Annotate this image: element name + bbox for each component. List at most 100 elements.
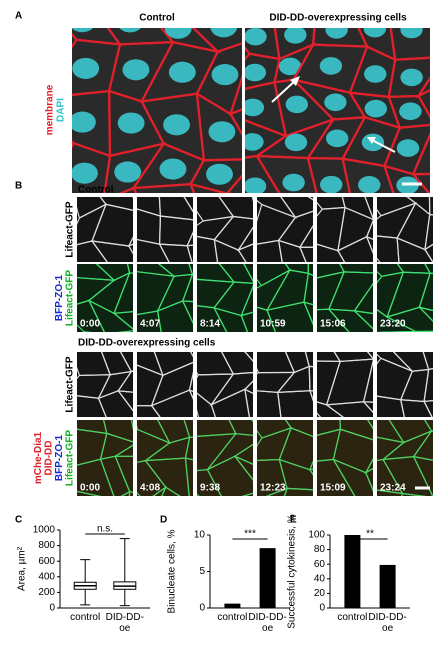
x-tick-label: DID-DD-oe (368, 612, 407, 634)
cell (228, 420, 253, 436)
nucleus (361, 133, 385, 152)
cell (254, 154, 318, 193)
nucleus (211, 64, 239, 86)
time-stamp: 23:24 (380, 483, 406, 494)
condition-title: DID-DD-overexpressing cells (78, 338, 216, 349)
cell (337, 497, 376, 526)
cell (415, 76, 430, 99)
y-axis-label: Area, µm² (17, 546, 28, 591)
nucleus (400, 28, 423, 39)
y-tick-label: 0 (319, 603, 325, 614)
cell (418, 272, 433, 312)
time-stamp: 9:38 (200, 483, 220, 494)
cell (152, 485, 168, 496)
micrograph (137, 197, 193, 262)
cell (221, 352, 253, 375)
cell (424, 264, 433, 274)
cell-outlines (197, 352, 253, 417)
y-tick-label: 10 (194, 530, 206, 541)
y-tick-label: 40 (314, 573, 326, 584)
nucleus (72, 111, 96, 133)
cell (424, 213, 433, 251)
cell-outlines (77, 197, 133, 262)
cell (137, 405, 161, 417)
nucleus (206, 163, 233, 185)
cell (257, 390, 282, 417)
cell-outlines (317, 197, 373, 262)
cell (308, 365, 313, 392)
micrograph (137, 352, 193, 417)
cell (416, 89, 430, 119)
cell (307, 497, 356, 526)
stain-label: membrane (45, 84, 56, 135)
column-title: Control (139, 13, 175, 24)
time-stamp: 4:08 (140, 483, 160, 494)
panel-label: D (160, 515, 167, 526)
cell (414, 497, 441, 531)
cell (278, 458, 313, 491)
nucleus (278, 57, 302, 76)
cell (423, 367, 433, 403)
cell (150, 389, 193, 417)
cell (306, 156, 351, 193)
cell (206, 455, 253, 496)
cell (77, 395, 107, 417)
cell (317, 401, 344, 417)
cell (183, 197, 193, 213)
cell (225, 174, 242, 193)
y-tick-label: 600 (38, 556, 55, 567)
cell (188, 182, 228, 193)
cell (327, 308, 373, 332)
cell-outlines (257, 352, 313, 417)
cell (382, 164, 430, 193)
cell-outlines (197, 420, 253, 496)
panel-label: C (15, 515, 22, 526)
time-stamp: 0:00 (80, 483, 100, 494)
cell (298, 224, 313, 248)
nucleus (364, 65, 387, 83)
column-title: DID-DD-overexpressing cells (269, 13, 407, 24)
cell (77, 299, 105, 332)
cell (277, 239, 307, 262)
cell (341, 157, 395, 193)
micrograph (257, 197, 313, 262)
cell (99, 197, 133, 211)
y-tick-label: 200 (38, 587, 55, 598)
time-stamp: 8:14 (200, 319, 220, 330)
cell (181, 273, 193, 303)
cell (77, 458, 115, 496)
cell (317, 308, 350, 332)
cell (422, 352, 433, 371)
nucleus (245, 133, 264, 151)
nucleus (245, 177, 267, 193)
cell-outlines (257, 420, 313, 496)
cell (234, 455, 253, 481)
time-stamp: 23:20 (380, 319, 406, 330)
cell-outlines (257, 197, 313, 262)
cell (331, 458, 373, 496)
cell (195, 91, 242, 162)
cell (186, 231, 193, 247)
cell-outlines (137, 197, 193, 262)
row-label: mChe-Dia1 (33, 431, 44, 484)
cell (137, 310, 162, 332)
time-stamp: 10:59 (260, 319, 286, 330)
cell (385, 306, 433, 332)
cell (233, 443, 253, 465)
cell (324, 401, 373, 417)
cell (245, 154, 281, 193)
cell (303, 272, 313, 306)
cell (184, 457, 193, 496)
cell (77, 240, 108, 262)
cell (90, 240, 133, 262)
cell (399, 399, 433, 417)
cell (365, 219, 373, 240)
nucleus (117, 112, 145, 134)
cell-outlines (137, 264, 193, 332)
micrograph (257, 264, 313, 332)
y-tick-label: 5 (199, 566, 205, 577)
y-axis-label: Binucleate cells, % (167, 529, 178, 613)
x-tick-label: control (337, 612, 368, 623)
nucleus (245, 28, 267, 46)
